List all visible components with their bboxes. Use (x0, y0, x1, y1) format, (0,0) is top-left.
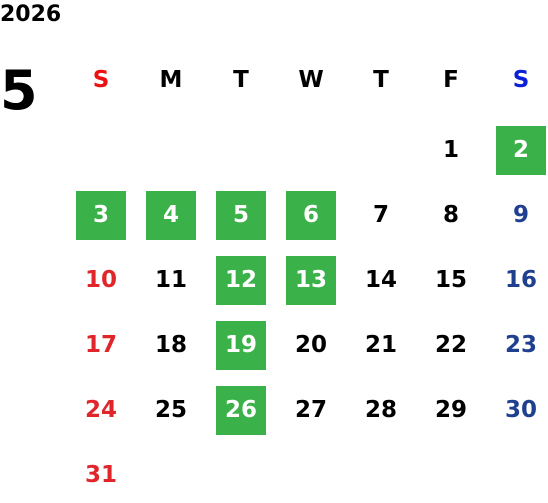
day-cell: 22 (434, 331, 467, 358)
day-cell: 9 (512, 201, 529, 228)
day-cell: 4 (146, 190, 196, 240)
day-cell: 1 (442, 136, 459, 163)
day-cell: 14 (364, 266, 397, 293)
weekday-label: W (298, 66, 324, 93)
day-cell: 15 (434, 266, 467, 293)
day-cell: 29 (434, 396, 467, 423)
day-cell: 7 (372, 201, 389, 228)
day-cell: 26 (216, 385, 266, 435)
month: 5 (0, 59, 38, 122)
weekday-label: S (512, 66, 530, 93)
day-cell: 8 (442, 201, 459, 228)
day-cell: 10 (84, 266, 117, 293)
day-cell: 20 (294, 331, 327, 358)
weekday-label: F (443, 66, 459, 93)
weekday-label: M (159, 66, 183, 93)
day-cell: 27 (294, 396, 327, 423)
day-cell: 18 (154, 331, 187, 358)
day-cell: 6 (286, 190, 336, 240)
day-cell: 23 (504, 331, 537, 358)
day-cell: 19 (216, 320, 266, 370)
day-cell: 30 (504, 396, 537, 423)
day-cell: 11 (154, 266, 187, 293)
day-cell: 28 (364, 396, 397, 423)
weekday-label: T (373, 66, 389, 93)
day-cell: 2 (496, 125, 546, 175)
day-cell: 25 (154, 396, 187, 423)
year: 2026 (0, 2, 62, 27)
weekday-label: T (233, 66, 249, 93)
day-cell: 31 (84, 461, 117, 488)
weekday-label: S (92, 66, 110, 93)
day-cell: 5 (216, 190, 266, 240)
day-cell: 13 (286, 255, 336, 305)
day-cell: 16 (504, 266, 537, 293)
day-cell: 21 (364, 331, 397, 358)
day-cell: 17 (84, 331, 117, 358)
day-cell: 12 (216, 255, 266, 305)
day-cell: 3 (76, 190, 126, 240)
day-cell: 24 (84, 396, 117, 423)
